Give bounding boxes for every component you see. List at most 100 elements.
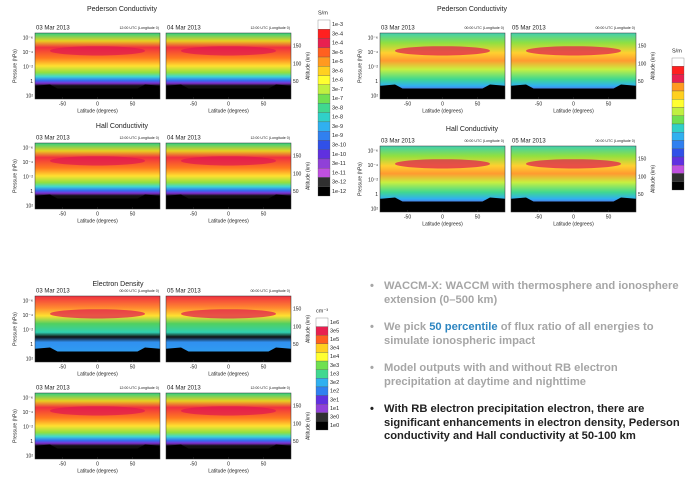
bullet-text: Model outputs with and without RB electr… [384,362,618,388]
y2-tick-label: 150 [638,157,647,163]
plot-time: 12:00 UTC (Longitude 0) [119,26,159,30]
colorbar-label: 3e-8 [332,105,343,111]
ground-region [511,84,636,99]
colorbar-label: 1e6 [330,320,339,326]
y-tick-label: 10⁻⁶ [23,298,33,304]
y-tick-label: 10² [26,93,34,99]
plot-date: 05 Mar 2013 [512,26,546,32]
colorbar-label: 1e-7 [332,96,343,102]
colorbar-swatch [671,66,685,75]
y-tick-label: 10⁻² [23,327,33,333]
colorbar-label: 1e5 [330,337,339,343]
contour-core [50,406,145,416]
y2-tick-label: 150 [293,154,302,160]
y2-axis-label: Altitude (km) [305,52,311,80]
x-tick-label: 0 [441,101,444,107]
ground-region [166,347,291,362]
y-tick-label: 10² [26,453,34,459]
contour-core [526,46,621,56]
contour-core [526,159,621,169]
colorbar-swatch [671,123,685,133]
colorbar-label: 3e0 [330,415,339,421]
colorbar-label: 1e-5 [332,59,343,65]
plot-date: 03 Mar 2013 [381,139,415,145]
y-tick-label: 10⁻⁶ [368,148,378,154]
x-tick-label: 0 [96,364,99,370]
x-tick-label: -50 [59,101,66,107]
y-tick-label: 10⁻⁴ [23,160,33,166]
x-tick-label: 50 [261,461,267,467]
y2-axis-label: Altitude (km) [305,412,311,440]
contour-core [181,309,276,319]
x-tick-label: -50 [535,214,542,220]
x-tick-label: 0 [96,211,99,217]
y2-tick-label: 100 [293,324,302,330]
colorbar-swatch [315,378,329,388]
colorbar-swatch [315,386,329,396]
y-tick-label: 10² [26,203,34,209]
y-tick-label: 10⁻⁶ [23,395,33,401]
colorbar-label: 3e-10 [332,143,346,149]
bullet: Model outputs with and without RB electr… [370,362,682,389]
x-tick-label: -50 [535,101,542,107]
colorbar-swatch [317,38,331,48]
bullet: WACCM-X: WACCM with thermosphere and ion… [370,280,682,307]
colorbar-swatch [671,107,685,116]
y-tick-label: 10⁻² [368,64,378,70]
x-tick-label: -50 [190,101,197,107]
colorbar-swatch [317,75,331,85]
x-tick-label: -50 [59,211,66,217]
x-tick-label: 0 [572,214,575,220]
colorbar-label: 3e5 [330,328,339,334]
y2-axis-label: Altitude (km) [305,315,311,343]
colorbar-swatch [317,149,331,160]
ground-region [166,194,291,209]
colorbar-swatch [317,93,331,104]
x-tick-label: 0 [572,101,575,107]
y-tick-label: 1 [375,192,378,198]
plot-date: 05 Mar 2013 [167,289,201,295]
plot-time: 00:00 UTC (Longitude 0) [250,289,290,293]
colorbar-swatch [671,90,685,100]
y-tick-label: 10⁻⁴ [23,410,33,416]
colorbar-swatch [671,99,685,108]
y-tick-label: 1 [375,79,378,85]
plot-time: 00:00 UTC (Longitude 0) [595,139,635,143]
x-tick-label: 50 [475,214,481,220]
contour-core [50,156,145,166]
x-tick-label: 50 [606,101,612,107]
colorbar-label: 3e-11 [332,161,346,167]
plot-time: 00:00 UTC (Longitude 0) [464,139,504,143]
bullet-text: of flux ratio of all energies to simulat… [384,321,654,347]
colorbar-label: 1e-11 [332,170,346,176]
colorbar-swatch [315,421,329,431]
colorbar-swatch [317,168,331,178]
x-tick-label: 50 [130,211,136,217]
panel-title: Electron Density [93,281,144,288]
contour-core [50,309,145,319]
plot-date: 03 Mar 2013 [36,26,70,32]
y-tick-label: 10⁻⁴ [368,50,378,56]
contour-core [181,156,276,166]
y2-tick-label: 50 [293,439,299,445]
colorbar-label: 3e-6 [332,68,343,74]
y2-tick-label: 100 [638,61,647,67]
x-axis-label: Latitude (degrees) [208,371,249,377]
x-tick-label: 50 [130,101,136,107]
colorbar-label: 3e-12 [332,180,346,186]
ground-region [380,84,505,99]
x-tick-label: -50 [404,101,411,107]
colorbar-label: 3e1 [330,397,339,403]
bullet-text: With RB electron precipitation electron,… [384,403,680,442]
colorbar-swatch [317,29,331,39]
plot-date: 05 Mar 2013 [512,139,546,145]
x-axis-label: Latitude (degrees) [77,468,118,474]
colorbar-swatch [671,74,685,83]
plot-time: 12:00 UTC (Longitude 0) [119,136,159,140]
colorbar-label: 3e-4 [332,31,343,37]
y-axis-label: Pressure (hPa) [12,312,18,346]
y-axis-label: Pressure (hPa) [12,49,18,83]
x-tick-label: 50 [261,101,267,107]
y2-tick-label: 150 [293,307,302,313]
